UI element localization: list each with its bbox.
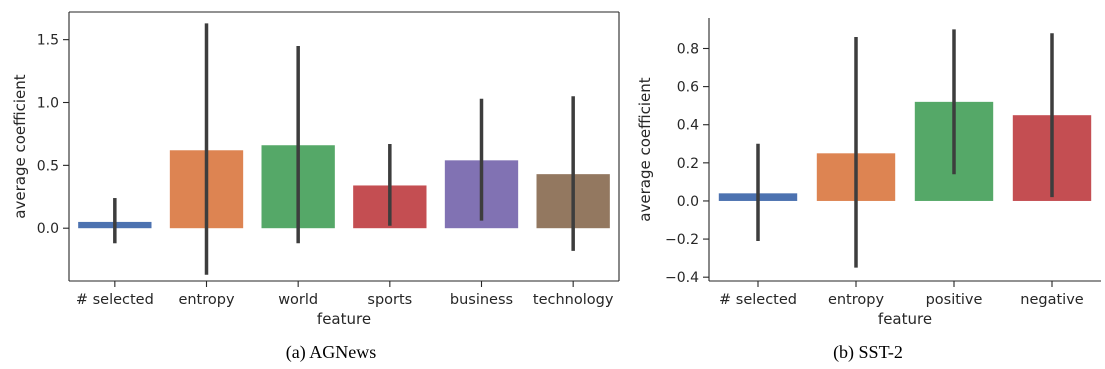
y-tick-label-1: 0.5 xyxy=(37,158,59,174)
x-tick-label-0: # selected xyxy=(76,292,154,308)
figure-caption: (a) AGNews xyxy=(286,342,376,363)
x-axis-label: feature xyxy=(878,310,932,328)
y-axis-label: average coefficient xyxy=(11,74,29,218)
figure-caption: (b) SST-2 xyxy=(833,342,903,363)
y-tick-label-3: 1.5 xyxy=(37,33,59,49)
x-tick-label-1: entropy xyxy=(828,292,885,308)
y-axis-label: average coefficient xyxy=(636,77,654,221)
chart-panel-0: 0.0 0.5 1.0 1.5 # selected entropy world sports… xyxy=(11,11,620,363)
y-tick-label-3: 0.2 xyxy=(677,156,699,172)
x-axis-label: feature xyxy=(317,310,371,328)
x-tick-label-3: sports xyxy=(367,292,412,308)
x-tick-label-4: business xyxy=(450,292,513,308)
x-tick-label-5: technology xyxy=(533,292,614,308)
x-tick-label-0: # selected xyxy=(719,292,797,308)
y-tick-label-0: 0.0 xyxy=(37,221,59,237)
y-tick-label-0: −0.4 xyxy=(665,270,699,286)
y-tick-label-4: 0.4 xyxy=(677,118,699,134)
y-tick-label-1: −0.2 xyxy=(665,232,699,248)
y-tick-label-2: 1.0 xyxy=(37,96,59,112)
chart-panel-1: −0.4 −0.2 0.0 0.2 0.4 0.6 0.8 # selected entropy… xyxy=(636,18,1101,363)
y-tick-label-2: 0.0 xyxy=(677,194,699,210)
x-tick-label-2: world xyxy=(278,292,318,308)
x-tick-label-3: negative xyxy=(1020,292,1083,308)
y-tick-label-6: 0.8 xyxy=(677,41,699,57)
x-tick-label-2: positive xyxy=(926,292,983,308)
y-tick-label-5: 0.6 xyxy=(677,80,699,96)
x-tick-label-1: entropy xyxy=(178,292,235,308)
